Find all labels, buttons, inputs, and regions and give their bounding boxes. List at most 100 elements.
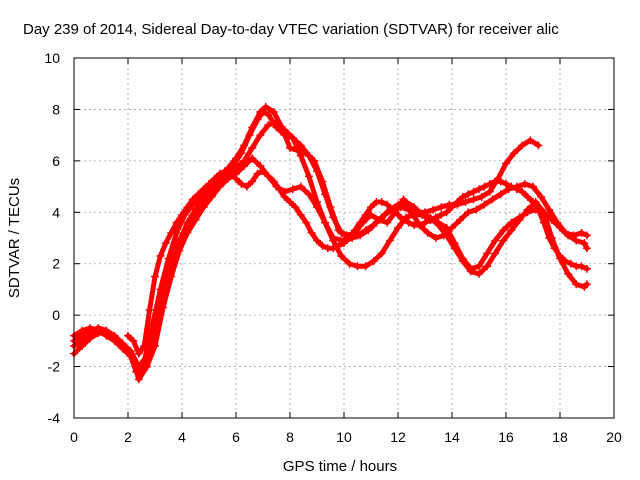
y-axis-label: SDTVAR / TECUs: [6, 178, 23, 298]
data-point-marker: [361, 262, 370, 271]
data-series: [70, 102, 591, 384]
data-point-marker: [442, 208, 451, 217]
data-point-marker: [134, 367, 143, 376]
data-point-marker: [385, 236, 394, 245]
data-point-marker: [353, 262, 362, 271]
data-point-marker: [377, 213, 386, 222]
data-point-marker: [296, 141, 305, 150]
data-point-marker: [256, 162, 265, 170]
data-point-marker: [523, 192, 532, 201]
x-tick-label: 16: [498, 429, 514, 445]
data-point-marker: [394, 200, 402, 209]
data-point-marker: [545, 205, 554, 214]
data-point-marker: [502, 180, 510, 188]
data-point-marker: [210, 174, 219, 183]
data-point-marker: [259, 167, 267, 176]
data-point-marker: [172, 218, 181, 227]
data-point-marker: [485, 187, 494, 196]
y-tick-label: 10: [44, 50, 60, 66]
data-point-marker: [167, 272, 176, 281]
data-point-marker: [566, 259, 575, 268]
data-point-marker: [437, 203, 446, 212]
data-point-marker: [288, 133, 297, 142]
data-point-marker: [410, 210, 419, 219]
data-point-marker: [367, 203, 375, 212]
data-point-marker: [561, 257, 570, 266]
data-point-marker: [280, 126, 289, 134]
data-point-marker: [442, 231, 451, 240]
data-point-marker: [564, 270, 573, 278]
data-point-marker: [264, 172, 273, 181]
data-point-marker: [418, 210, 427, 219]
data-point-marker: [537, 192, 546, 201]
data-point-marker: [456, 216, 465, 224]
data-point-marker: [175, 246, 184, 255]
data-point-marker: [369, 257, 378, 266]
data-point-marker: [161, 239, 170, 248]
data-point-marker: [337, 228, 346, 237]
data-point-marker: [475, 270, 483, 278]
data-point-marker: [361, 210, 370, 219]
data-point-marker: [583, 231, 591, 240]
data-point-marker: [156, 252, 165, 260]
data-point-marker: [86, 334, 95, 343]
data-point-marker: [529, 198, 537, 206]
data-point-marker: [329, 244, 338, 253]
data-point-marker: [304, 172, 313, 181]
data-point-marker: [167, 228, 176, 237]
data-point-marker: [545, 234, 554, 242]
data-point-marker: [510, 149, 519, 158]
data-point-marker: [199, 203, 208, 212]
data-point-marker: [369, 221, 378, 230]
data-point-marker: [280, 192, 289, 201]
data-point-marker: [321, 218, 330, 227]
data-point-marker: [526, 136, 535, 145]
data-point-marker: [383, 200, 392, 209]
data-point-marker: [423, 228, 432, 237]
data-point-marker: [483, 262, 492, 271]
data-point-marker: [518, 187, 527, 196]
data-point-marker: [496, 177, 505, 186]
data-point-marker: [453, 198, 462, 206]
data-point-marker: [256, 131, 265, 140]
data-point-marker: [383, 218, 392, 227]
data-point-marker: [288, 185, 297, 194]
data-point-marker: [431, 213, 440, 222]
data-point-marker: [356, 218, 365, 227]
data-point-marker: [469, 195, 478, 204]
y-tick-label: 8: [52, 101, 60, 117]
data-point-marker: [580, 239, 589, 248]
data-point-marker: [296, 210, 305, 219]
data-point-marker: [145, 306, 154, 314]
data-point-marker: [394, 223, 402, 232]
data-point-marker: [275, 185, 284, 194]
data-point-marker: [472, 205, 481, 214]
y-tick-label: 6: [52, 153, 60, 169]
data-point-marker: [477, 192, 486, 201]
data-point-marker: [269, 108, 278, 116]
data-point-marker: [410, 203, 419, 212]
data-point-marker: [572, 280, 581, 289]
data-point-marker: [256, 108, 265, 116]
data-point-marker: [547, 216, 556, 224]
data-point-marker: [302, 218, 311, 227]
data-point-marker: [183, 203, 192, 212]
data-point-marker: [399, 216, 408, 224]
x-tick-label: 12: [390, 429, 406, 445]
data-point-marker: [140, 342, 149, 350]
data-point-marker: [313, 167, 321, 176]
data-point-marker: [491, 236, 500, 245]
data-point-marker: [426, 216, 435, 224]
data-point-marker: [134, 375, 143, 384]
x-axis-label: GPS time / hours: [283, 458, 397, 475]
data-point-marker: [110, 334, 119, 343]
data-point-marker: [361, 226, 370, 235]
data-point-marker: [191, 216, 200, 224]
data-point-marker: [515, 216, 524, 224]
data-point-marker: [205, 180, 213, 188]
data-point-marker: [134, 349, 143, 358]
data-point-marker: [496, 190, 505, 199]
data-point-marker: [534, 205, 543, 214]
data-point-marker: [388, 205, 397, 214]
